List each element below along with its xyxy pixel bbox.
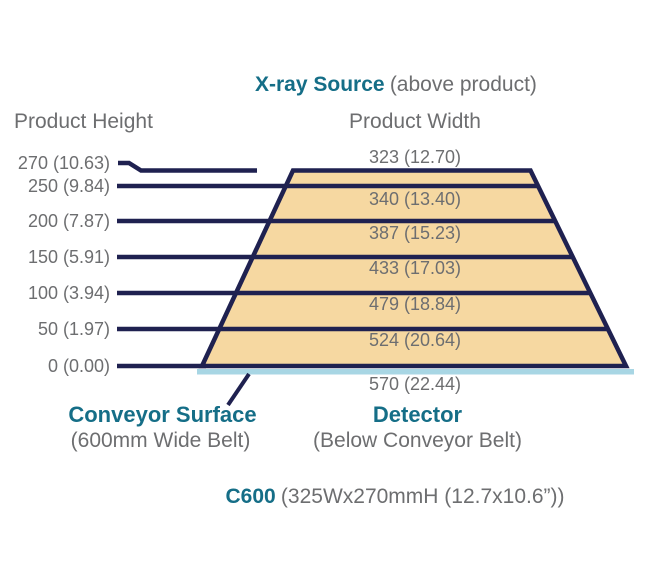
detector-label: Detector [372,402,463,427]
width-label-524: 524 (20.64) [368,330,462,350]
conveyor-surface-leader [226,372,251,407]
height-label-250: 250 (9.84) [27,176,110,196]
product-height-label: Product Height [14,110,153,133]
height-label-270: 270 (10.63) [17,153,110,173]
height-label-150: 150 (5.91) [27,247,110,267]
xray-source-title: X-ray Source [255,73,385,96]
model-spec-label: C600 (325Wx270mmH (12.7x10.6”)) [145,485,645,509]
height-label-100: 100 (3.94) [27,283,110,303]
product-width-label: Product Width [349,110,481,133]
conveyor-surface-note: (600mm Wide Belt) [70,429,251,452]
xray-source-note: (above product) [389,73,537,96]
width-label-479: 479 (18.84) [368,294,462,314]
width-label-323: 323 (12.70) [368,147,462,167]
width-label-387: 387 (15.23) [368,223,462,243]
height-label-0: 0 (0.00) [47,356,110,376]
xray-source-label: X-ray Source (above product) [255,73,537,97]
height-label-200: 200 (7.87) [27,211,110,231]
leader-line-270 [118,160,257,173]
detector-note: (Below Conveyor Belt) [313,429,522,452]
conveyor-surface-label: Conveyor Surface [68,402,257,427]
model-dimensions: (325Wx270mmH (12.7x10.6”)) [280,485,565,508]
width-label-433: 433 (17.03) [368,258,462,278]
model-name: C600 [225,485,276,508]
width-label-570: 570 (22.44) [368,374,462,394]
width-label-340: 340 (13.40) [368,189,462,209]
height-label-50: 50 (1.97) [37,319,110,339]
